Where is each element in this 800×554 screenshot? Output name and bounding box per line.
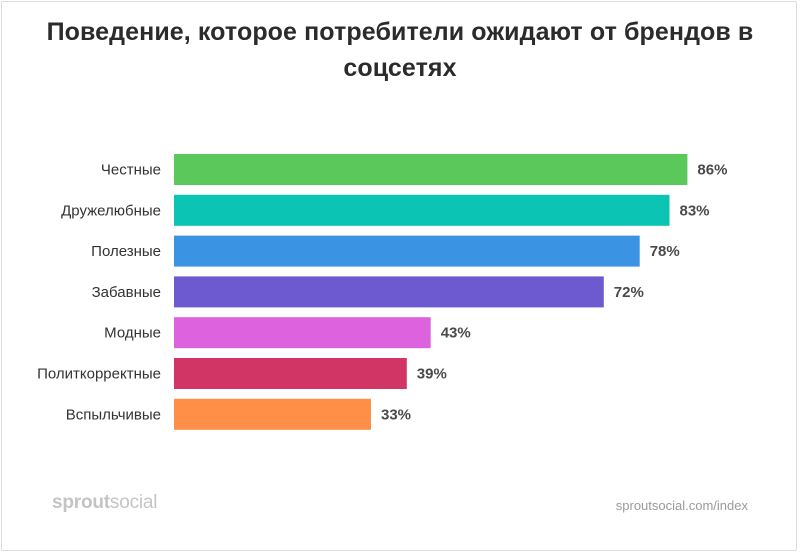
value-label: 43% (441, 325, 471, 342)
category-label: Дружелюбные (61, 202, 161, 219)
category-label: Забавные (92, 284, 161, 301)
value-label: 72% (614, 284, 644, 301)
value-label: 33% (381, 406, 411, 423)
bar (174, 398, 371, 430)
sproutsocial-logo: sproutsocial (52, 492, 157, 514)
bar (174, 235, 640, 267)
bar (174, 358, 407, 389)
bar (174, 317, 431, 349)
bar (174, 154, 688, 185)
bar (174, 194, 670, 226)
logo-part-sprout: sprout (52, 492, 110, 513)
value-label: 78% (650, 243, 680, 260)
category-label: Честные (101, 162, 161, 179)
source-url: sproutsocial.com/index (615, 498, 748, 513)
chart-title: Поведение, которое потребители ожидают о… (46, 18, 754, 82)
category-label: Полезные (91, 243, 161, 260)
value-label: 39% (417, 366, 447, 383)
bar (174, 276, 604, 308)
value-label: 83% (680, 202, 710, 219)
category-label: Политкорректные (37, 366, 161, 383)
value-label: 86% (697, 162, 727, 179)
category-label: Вспыльчивые (66, 406, 161, 423)
logo-part-social: social (109, 492, 158, 513)
category-label: Модные (104, 325, 161, 342)
